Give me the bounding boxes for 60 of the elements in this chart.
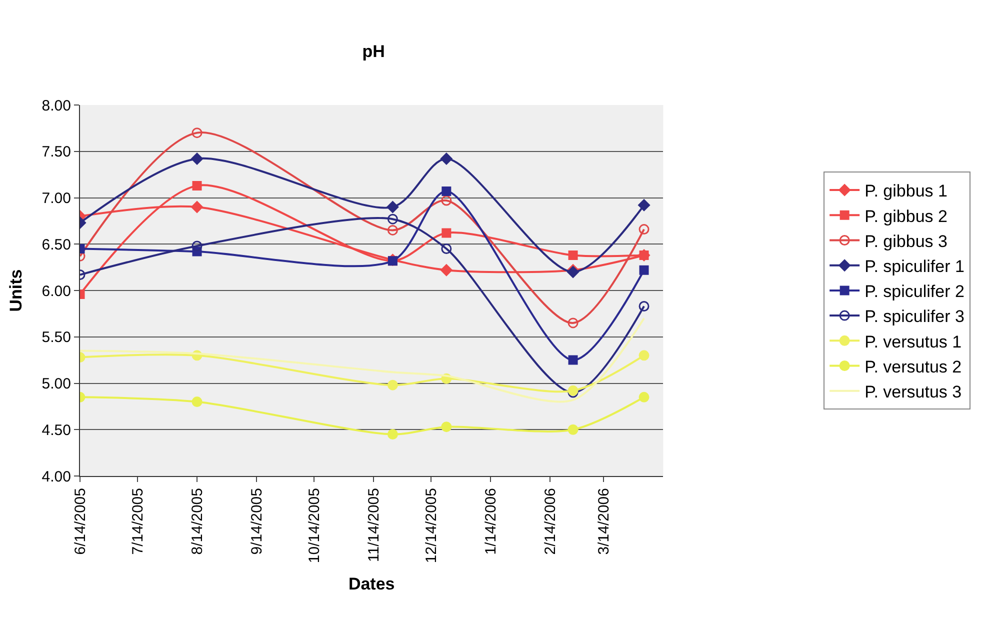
point [638, 301, 650, 312]
y-axis-title: Units [6, 269, 26, 312]
x-tick-label: 11/14/2005 [365, 488, 382, 562]
legend-label: P. versutus 3 [864, 382, 962, 402]
point [191, 152, 203, 165]
x-tick-label: 8/14/2005 [188, 488, 206, 555]
point [441, 244, 452, 254]
chart-title: pH [362, 42, 385, 61]
y-tick-label: 5.00 [42, 376, 71, 392]
point [568, 355, 578, 365]
point [386, 201, 399, 213]
legend-label: P. gibbus 3 [864, 232, 948, 251]
point [440, 152, 452, 165]
legend-label: P. spiculifer 2 [864, 282, 964, 302]
point [638, 350, 650, 361]
point [441, 422, 452, 432]
x-tick-label: 1/14/2006 [482, 488, 500, 555]
point [442, 186, 452, 196]
y-tick-label: 4.00 [42, 468, 71, 486]
point [568, 318, 578, 328]
x-tick-label: 6/14/2005 [72, 488, 89, 555]
point [638, 199, 650, 212]
x-tick-label: 7/14/2005 [129, 488, 146, 555]
point [638, 392, 650, 402]
x-tick-label: 2/14/2006 [542, 488, 559, 555]
point [387, 214, 398, 224]
point [441, 195, 452, 206]
point [639, 265, 649, 275]
legend-label: P. gibbus 1 [864, 182, 948, 201]
x-tick-label: 12/14/2005 [422, 488, 440, 564]
point [387, 380, 398, 390]
legend-label: P. spiculifer 3 [864, 307, 964, 326]
y-tick-label: 6.00 [42, 282, 71, 300]
point [440, 264, 452, 276]
point [191, 201, 203, 213]
y-tick-label: 7.00 [42, 190, 71, 207]
legend-label: P. versutus 2 [864, 357, 962, 376]
point [568, 250, 578, 260]
point [387, 224, 398, 236]
legend-label: P. versutus 1 [864, 332, 962, 352]
x-axis-title: Dates [348, 574, 395, 594]
point [192, 396, 202, 408]
point [192, 128, 202, 138]
x-tick-label: 3/14/2006 [596, 488, 613, 555]
legend-label: P. spiculifer 1 [864, 256, 964, 276]
point [442, 228, 452, 238]
point [387, 429, 398, 440]
y-tick-label: 5.50 [42, 329, 71, 346]
x-tick-label: 9/14/2005 [248, 488, 266, 555]
point [638, 224, 650, 235]
y-tick-label: 4.50 [42, 422, 71, 439]
point [568, 424, 578, 435]
y-tick-label: 6.50 [42, 236, 71, 254]
point [639, 250, 649, 260]
x-tick-label: 10/14/2005 [306, 488, 323, 564]
point [192, 240, 202, 252]
point [192, 180, 202, 190]
y-tick-label: 8.00 [42, 97, 71, 114]
legend-label: P. gibbus 2 [864, 206, 948, 226]
y-tick-label: 7.50 [42, 144, 71, 161]
